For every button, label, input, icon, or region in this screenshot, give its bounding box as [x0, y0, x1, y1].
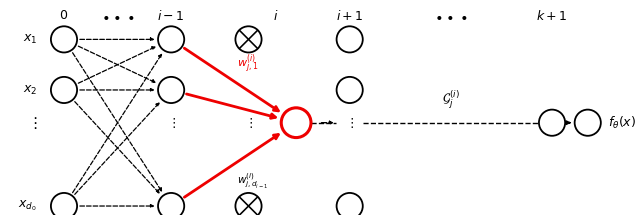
Circle shape [539, 110, 565, 136]
Text: $\vdots$: $\vdots$ [244, 116, 253, 130]
Circle shape [51, 26, 77, 52]
Text: $i-1$: $i-1$ [157, 9, 185, 23]
Text: $k+1$: $k+1$ [536, 9, 568, 23]
Circle shape [158, 193, 184, 216]
Text: $\bullet\bullet\bullet$: $\bullet\bullet\bullet$ [100, 9, 134, 23]
Circle shape [158, 77, 184, 103]
Text: $x_1$: $x_1$ [23, 33, 37, 46]
Text: $x_{d_0}$: $x_{d_0}$ [19, 199, 37, 213]
Circle shape [337, 26, 363, 52]
Circle shape [337, 193, 363, 216]
Text: $w_{j,d_{i-1}}^{(i)}$: $w_{j,d_{i-1}}^{(i)}$ [237, 172, 268, 191]
Circle shape [575, 110, 601, 136]
Text: $0$: $0$ [60, 9, 68, 22]
Circle shape [236, 26, 262, 52]
Text: $\vdots$: $\vdots$ [166, 116, 175, 130]
Text: $x_2$: $x_2$ [23, 83, 37, 97]
Text: $w_{j,1}^{(i)}$: $w_{j,1}^{(i)}$ [237, 53, 258, 76]
Text: $\mathcal{G}_j^{(i)}$: $\mathcal{G}_j^{(i)}$ [442, 89, 460, 111]
Circle shape [51, 77, 77, 103]
Circle shape [337, 77, 363, 103]
Text: $\vdots$: $\vdots$ [345, 116, 354, 130]
Text: $i+1$: $i+1$ [336, 9, 364, 23]
Circle shape [51, 193, 77, 216]
Circle shape [236, 193, 262, 216]
Text: $i$: $i$ [273, 9, 278, 23]
Text: $f_\theta(x)$: $f_\theta(x)$ [608, 115, 636, 131]
Circle shape [158, 26, 184, 52]
Text: $\vdots$: $\vdots$ [27, 115, 37, 131]
Text: $\bullet\bullet\bullet$: $\bullet\bullet\bullet$ [434, 9, 468, 23]
Circle shape [281, 108, 311, 138]
